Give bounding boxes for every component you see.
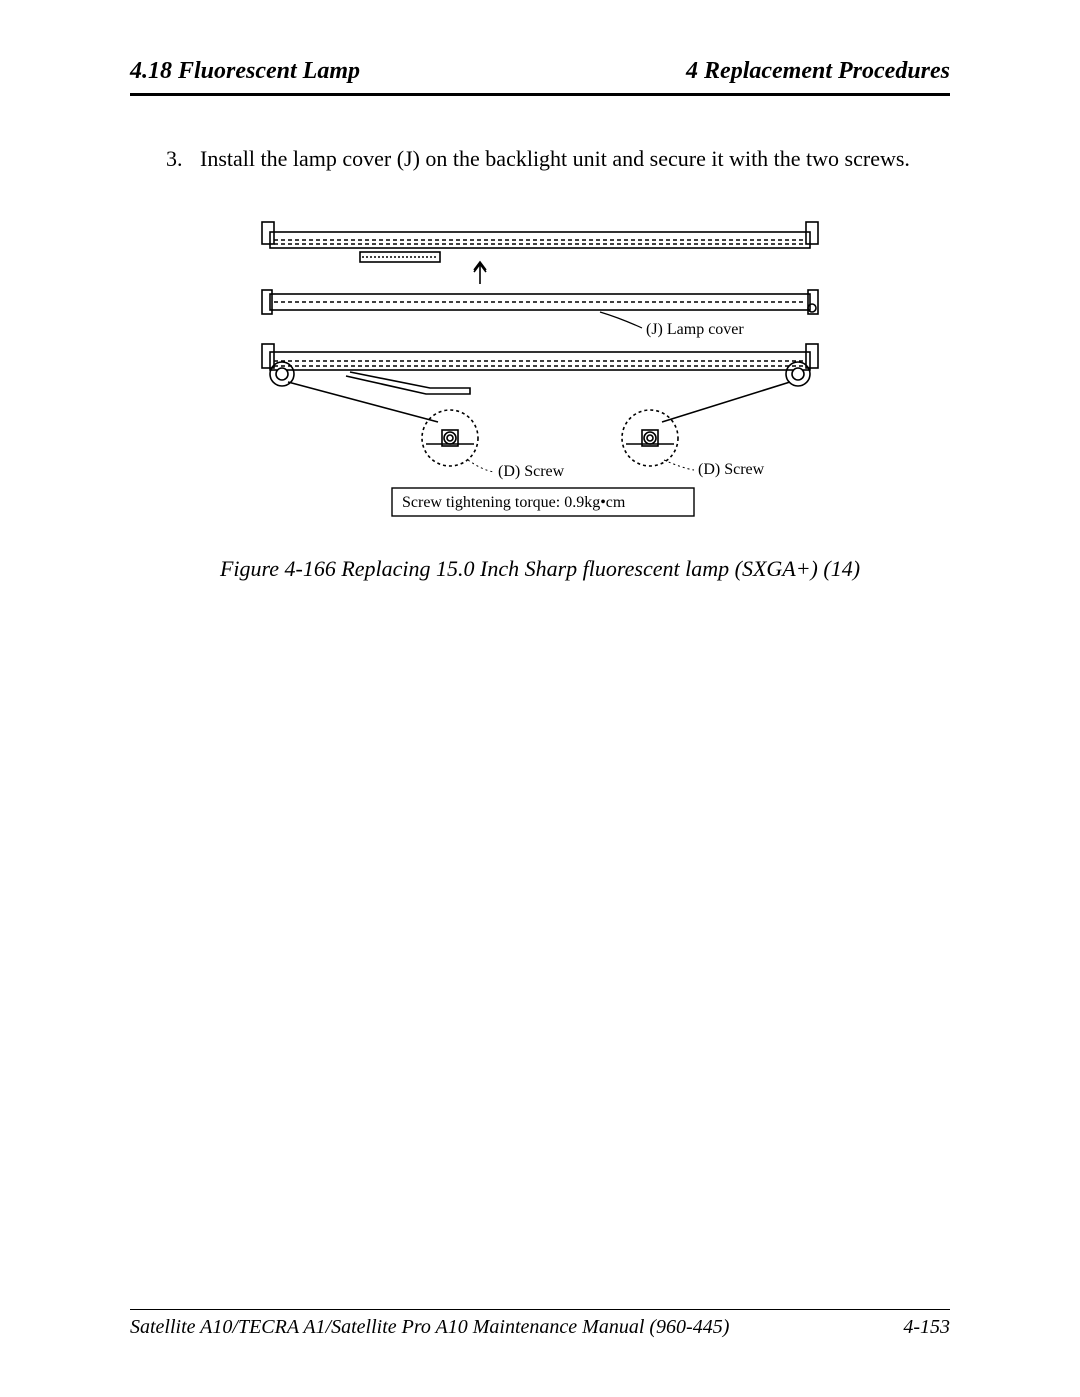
label-torque: Screw tightening torque: 0.9kg•cm (402, 494, 626, 511)
footer-right: 4-153 (903, 1316, 950, 1339)
page-footer: Satellite A10/TECRA A1/Satellite Pro A10… (130, 1309, 950, 1339)
label-screw-right: (D) Screw (698, 461, 765, 478)
label-screw-left: (D) Screw (498, 463, 565, 480)
figure-caption: Figure 4-166 Replacing 15.0 Inch Sharp f… (130, 556, 950, 582)
label-lamp-cover: (J) Lamp cover (646, 321, 744, 338)
page-header: 4.18 Fluorescent Lamp 4 Replacement Proc… (130, 58, 950, 91)
header-left: 4.18 Fluorescent Lamp (130, 58, 360, 85)
header-rule (130, 93, 950, 96)
step-number: 3. (166, 146, 200, 172)
step-text: Install the lamp cover (J) on the backli… (200, 146, 950, 172)
footer-rule (130, 1309, 950, 1310)
footer-left: Satellite A10/TECRA A1/Satellite Pro A10… (130, 1316, 729, 1339)
step-3: 3. Install the lamp cover (J) on the bac… (166, 146, 950, 172)
figure-4-166: (J) Lamp cover (D) Screw (D) Screw Screw… (250, 212, 830, 532)
header-right: 4 Replacement Procedures (686, 58, 950, 85)
